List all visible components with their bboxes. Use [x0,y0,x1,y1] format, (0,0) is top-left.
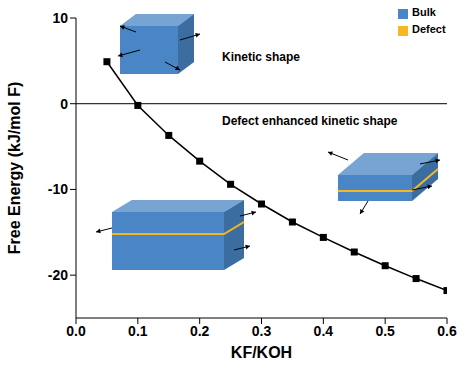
svg-text:0.3: 0.3 [252,323,272,339]
svg-text:10: 10 [52,10,68,26]
html-text:Defect enhanced kinetic shape: Defect enhanced kinetic shape [222,114,398,128]
svg-text:0: 0 [60,96,68,112]
svg-text:0.6: 0.6 [437,323,457,339]
html-text:Kinetic shape: Kinetic shape [222,50,300,64]
svg-text:-10: -10 [48,181,68,197]
svg-text:0.0: 0.0 [66,323,86,339]
svg-text:0.5: 0.5 [375,323,395,339]
svg-text:0.1: 0.1 [128,323,148,339]
svg-text:Free Energy (kJ/mol F): Free Energy (kJ/mol F) [6,82,23,255]
svg-text:KF/KOH: KF/KOH [231,344,292,361]
svg-text:0.4: 0.4 [314,323,334,339]
svg-text:-20: -20 [48,267,68,283]
html-text:Bulk: Bulk [412,6,436,18]
html-text:Defect: Defect [412,23,446,35]
svg-text:0.2: 0.2 [190,323,210,339]
